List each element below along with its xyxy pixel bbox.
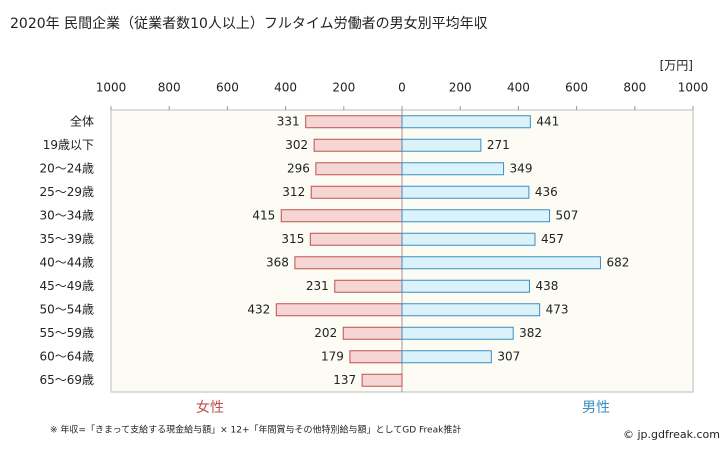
bar xyxy=(275,303,403,317)
x-tick-label: 400 xyxy=(274,81,297,95)
bar xyxy=(313,138,403,152)
x-tick-label: 600 xyxy=(216,81,239,95)
x-tick-label: 1000 xyxy=(96,81,127,95)
x-tick-label: 200 xyxy=(332,81,355,95)
x-tick-label: 1000 xyxy=(678,81,709,95)
y-tick-label: 25〜29歳 xyxy=(39,185,94,199)
bar xyxy=(401,162,505,176)
value-label: 441 xyxy=(536,114,559,128)
bar xyxy=(310,185,403,199)
y-tick-label: 35〜39歳 xyxy=(39,232,94,246)
x-tick-label: 200 xyxy=(449,81,472,95)
y-tick-label: 55〜59歳 xyxy=(39,326,94,340)
value-label: 331 xyxy=(277,114,300,128)
bar xyxy=(401,232,536,246)
bar xyxy=(401,326,514,340)
bar xyxy=(401,185,530,199)
y-tick-label: 全体 xyxy=(70,113,94,128)
value-label: 231 xyxy=(306,279,329,293)
value-label: 382 xyxy=(519,326,542,340)
bar xyxy=(305,115,403,129)
bar xyxy=(401,350,492,364)
footnote: ※ 年収=「きまって支給する現金給与額」× 12+「年間賞与その他特別給与額」と… xyxy=(50,424,461,436)
value-label: 202 xyxy=(314,326,337,340)
y-tick-label: 30〜34歳 xyxy=(39,208,94,222)
y-tick-label: 45〜49歳 xyxy=(39,279,94,293)
value-label: 349 xyxy=(510,161,533,175)
value-label: 457 xyxy=(541,232,564,246)
value-label: 271 xyxy=(487,138,510,152)
value-label: 368 xyxy=(266,255,289,269)
x-tick-label: 600 xyxy=(565,81,588,95)
legend-label: 女性 xyxy=(196,399,224,416)
bar xyxy=(401,209,551,223)
y-tick-label: 60〜64歳 xyxy=(39,349,94,363)
unit-label: [万円] xyxy=(660,59,693,73)
value-label: 137 xyxy=(333,373,356,387)
value-label: 473 xyxy=(546,302,569,316)
y-tick-label: 20〜24歳 xyxy=(39,161,94,175)
bar xyxy=(280,209,403,223)
value-label: 302 xyxy=(285,138,308,152)
y-tick-label: 65〜69歳 xyxy=(39,373,94,387)
y-tick-label: 19歳以下 xyxy=(43,138,94,152)
value-label: 307 xyxy=(497,349,520,363)
bar xyxy=(349,350,403,364)
bar xyxy=(309,232,403,246)
x-tick-label: 800 xyxy=(158,81,181,95)
y-tick-label: 50〜54歳 xyxy=(39,302,94,316)
bar xyxy=(401,115,531,129)
bar xyxy=(361,373,403,387)
value-label: 432 xyxy=(247,302,270,316)
value-label: 438 xyxy=(535,279,558,293)
value-label: 682 xyxy=(606,255,629,269)
value-label: 296 xyxy=(287,161,310,175)
legend-label: 男性 xyxy=(582,400,610,416)
bar xyxy=(334,279,403,293)
bar xyxy=(315,162,403,176)
x-tick-label: 0 xyxy=(398,81,406,95)
bar xyxy=(401,279,530,293)
bar xyxy=(294,256,403,270)
bar xyxy=(342,326,403,340)
value-label: 415 xyxy=(252,208,275,222)
value-label: 507 xyxy=(556,208,579,222)
bar xyxy=(401,256,601,270)
value-label: 315 xyxy=(281,232,304,246)
value-label: 436 xyxy=(535,185,558,199)
source: © jp.gdfreak.com xyxy=(623,428,720,441)
chart-title: 2020年 民間企業（従業者数10人以上）フルタイム労働者の男女別平均年収 xyxy=(10,15,488,32)
value-label: 312 xyxy=(282,185,305,199)
bar xyxy=(401,303,541,317)
value-label: 179 xyxy=(321,349,344,363)
y-tick-label: 40〜44歳 xyxy=(39,255,94,269)
x-tick-label: 400 xyxy=(507,81,530,95)
bar xyxy=(401,138,482,152)
x-tick-label: 800 xyxy=(623,81,646,95)
